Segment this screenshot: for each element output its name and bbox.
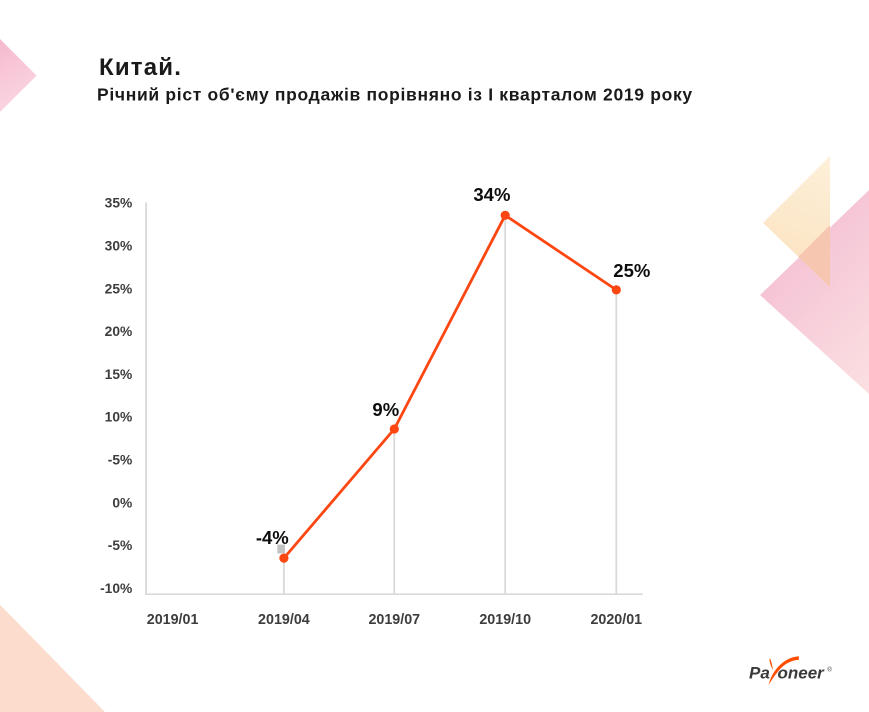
svg-text:-4%: -4%: [256, 527, 289, 548]
svg-text:Pa: Pa: [749, 664, 770, 683]
svg-text:9%: 9%: [372, 399, 399, 420]
svg-text:-5%: -5%: [108, 453, 133, 468]
svg-text:oneer: oneer: [778, 664, 826, 683]
svg-text:2020/01: 2020/01: [590, 612, 642, 628]
svg-text:-5%: -5%: [108, 538, 133, 553]
svg-text:2019/01: 2019/01: [147, 612, 199, 628]
svg-text:30%: 30%: [105, 239, 133, 254]
svg-text:Річний ріст об'єму продажів по: Річний ріст об'єму продажів порівняно із…: [97, 84, 693, 104]
svg-text:10%: 10%: [105, 410, 133, 425]
svg-text:2019/04: 2019/04: [258, 612, 310, 628]
svg-text:35%: 35%: [105, 196, 133, 211]
svg-text:25%: 25%: [613, 260, 650, 281]
svg-text:2019/07: 2019/07: [368, 612, 420, 628]
svg-text:®: ®: [827, 667, 832, 674]
svg-text:-10%: -10%: [100, 581, 132, 596]
svg-text:2019/10: 2019/10: [479, 612, 531, 628]
svg-text:25%: 25%: [105, 281, 133, 296]
svg-text:0%: 0%: [112, 495, 132, 510]
svg-text:34%: 34%: [473, 184, 510, 205]
svg-text:15%: 15%: [105, 367, 133, 382]
svg-text:Китай.: Китай.: [99, 54, 182, 81]
svg-text:20%: 20%: [105, 324, 133, 339]
